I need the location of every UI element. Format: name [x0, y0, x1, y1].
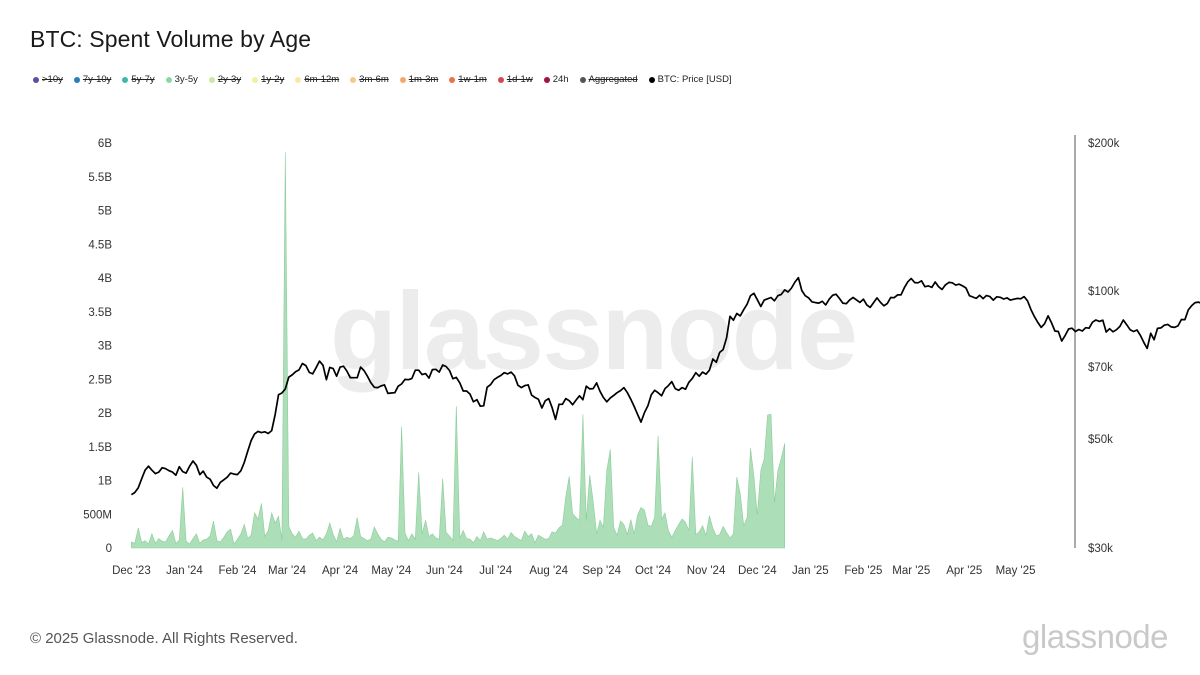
- x-tick-label: Dec '24: [738, 565, 777, 577]
- y-left-tick-label: 500M: [83, 509, 112, 521]
- x-tick-label: Jan '24: [166, 565, 203, 577]
- y-left-tick-label: 5B: [98, 206, 112, 218]
- legend-swatch: [295, 76, 302, 83]
- legend-label: 6m-12m: [304, 74, 340, 85]
- y-left-tick-label: 4B: [98, 273, 112, 285]
- legend-label: 1m-3m: [408, 74, 439, 85]
- legend-swatch: [648, 76, 655, 83]
- x-tick-label: May '25: [996, 565, 1036, 577]
- legend-label: 3m-6m: [359, 74, 389, 85]
- legend-swatch: [449, 76, 456, 83]
- legend-swatch: [73, 76, 80, 83]
- y-right-tick-label: $30k: [1088, 543, 1113, 555]
- legend-swatch: [579, 76, 586, 83]
- legend-swatch: [122, 76, 129, 83]
- y-right-tick-label: $200k: [1088, 138, 1120, 150]
- legend-item-6m-12m[interactable]: 6m-12m: [295, 74, 339, 85]
- legend-label: >10y: [42, 74, 63, 85]
- legend-item-btc-price-usd[interactable]: BTC: Price [USD]: [648, 74, 732, 85]
- legend-item-1d-1w[interactable]: 1d-1w: [497, 74, 533, 85]
- brand-logo: glassnode: [1022, 618, 1168, 655]
- legend-item-1m-3m[interactable]: 1m-3m: [399, 74, 439, 85]
- legend-label: 1d-1w: [506, 74, 533, 85]
- legend-item-7y-10y[interactable]: 7y-10y: [73, 74, 112, 85]
- x-tick-label: Dec '23: [112, 565, 151, 577]
- legend-item-3y-5y[interactable]: 3y-5y: [165, 74, 198, 85]
- x-tick-label: Mar '24: [268, 565, 307, 577]
- y-right-tick-label: $50k: [1088, 434, 1113, 446]
- legend: >10y 7y-10y 5y-7y 3y-5y 2y-3y 1y-2y 6m-12m 3m-6…: [33, 74, 743, 85]
- legend-label: BTC: Price [USD]: [657, 74, 732, 85]
- watermark: glassnode: [330, 270, 858, 393]
- legend-item-1w-1m[interactable]: 1w-1m: [449, 74, 487, 85]
- y-right-tick-label: $70k: [1088, 362, 1113, 374]
- legend-item-5y-7y[interactable]: 5y-7y: [122, 74, 155, 85]
- y-left-tick-label: 5.5B: [88, 172, 112, 184]
- y-left-tick-label: 2B: [98, 408, 112, 420]
- x-tick-label: Apr '25: [946, 565, 982, 577]
- legend-label: 7y-10y: [82, 74, 112, 85]
- series-area-3y-5y: [131, 152, 785, 549]
- legend-swatch: [252, 76, 259, 83]
- legend-swatch: [350, 76, 357, 83]
- y-left-tick-label: 1B: [98, 476, 112, 488]
- x-tick-label: Aug '24: [529, 565, 568, 577]
- x-tick-label: Apr '24: [322, 565, 359, 577]
- legend-label: Aggregated: [588, 74, 638, 85]
- legend-swatch: [33, 76, 39, 83]
- x-tick-label: Jul '24: [479, 565, 512, 577]
- x-tick-label: Feb '25: [844, 565, 882, 577]
- y-left-tick-label: 2.5B: [88, 374, 112, 386]
- y-right-tick-label: $100k: [1088, 286, 1120, 298]
- x-tick-label: Jan '25: [792, 565, 829, 577]
- legend-item-10y[interactable]: >10y: [33, 74, 63, 85]
- legend-label: 1y-2y: [261, 74, 285, 85]
- x-tick-label: Jun '24: [426, 565, 463, 577]
- x-tick-label: Nov '24: [687, 565, 726, 577]
- series-line-btc-price: [130, 276, 1200, 496]
- legend-label: 24h: [552, 74, 569, 85]
- legend-label: 2y-3y: [217, 74, 242, 85]
- legend-item-3m-6m[interactable]: 3m-6m: [350, 74, 389, 85]
- y-left-tick-label: 3B: [98, 341, 112, 353]
- legend-item-24h[interactable]: 24h: [543, 74, 569, 85]
- legend-item-aggregated[interactable]: Aggregated: [579, 74, 638, 85]
- y-left-tick-label: 6B: [98, 138, 112, 150]
- y-left-tick-label: 1.5B: [88, 442, 112, 454]
- legend-swatch: [208, 76, 215, 83]
- legend-label: 3y-5y: [174, 74, 198, 85]
- legend-swatch: [543, 76, 550, 83]
- y-left-tick-label: 4.5B: [88, 239, 112, 251]
- copyright-text: © 2025 Glassnode. All Rights Reserved.: [30, 630, 298, 647]
- legend-item-1y-2y[interactable]: 1y-2y: [252, 74, 284, 85]
- x-tick-label: Mar '25: [892, 565, 930, 577]
- x-tick-label: Oct '24: [635, 565, 672, 577]
- legend-item-2y-3y[interactable]: 2y-3y: [208, 74, 242, 85]
- legend-label: 5y-7y: [131, 74, 155, 85]
- y-left-tick-label: 3.5B: [88, 307, 112, 319]
- x-tick-label: Sep '24: [582, 565, 621, 577]
- legend-swatch: [399, 76, 406, 83]
- x-tick-label: Feb '24: [218, 565, 257, 577]
- x-tick-label: May '24: [371, 565, 412, 577]
- y-left-tick-label: 0: [106, 543, 112, 555]
- legend-swatch: [165, 76, 172, 83]
- chart-title: BTC: Spent Volume by Age: [30, 26, 312, 52]
- legend-label: 1w-1m: [458, 74, 487, 85]
- legend-swatch: [497, 76, 504, 83]
